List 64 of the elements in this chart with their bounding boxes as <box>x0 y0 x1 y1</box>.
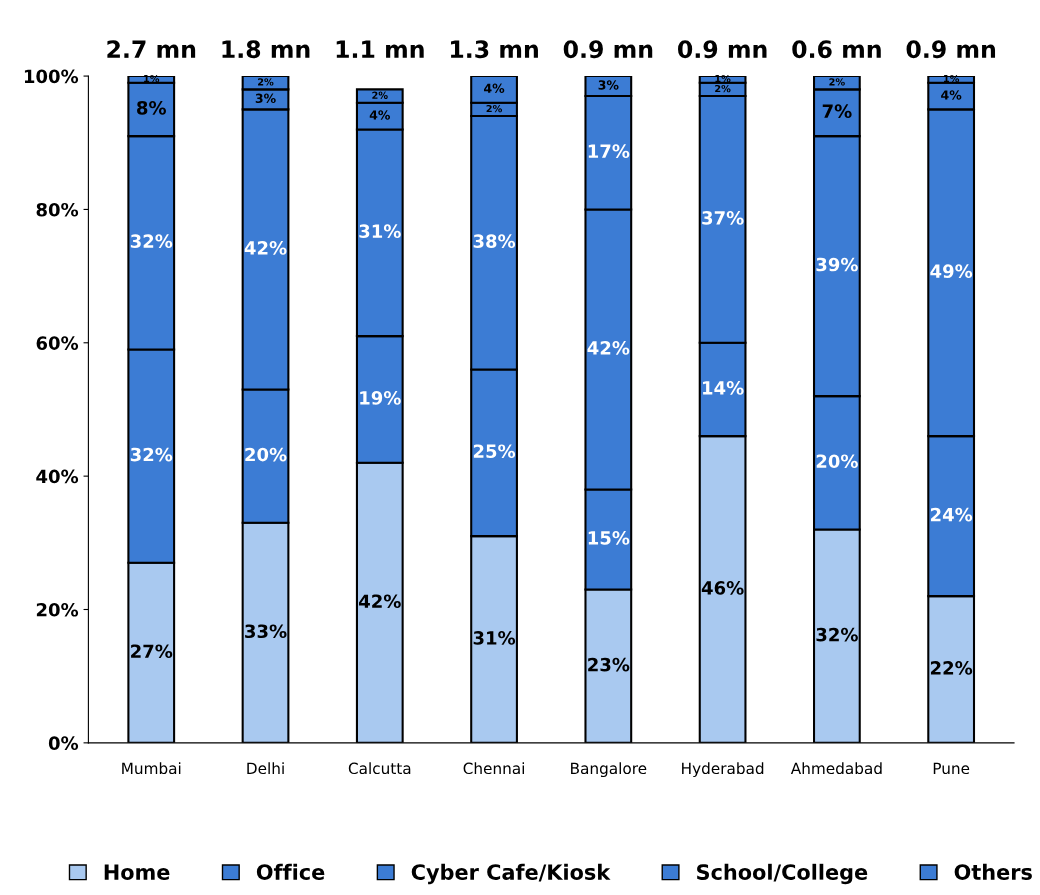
data-label: 8% <box>137 101 166 115</box>
data-label: 15% <box>588 531 630 545</box>
y-tick-label: 0% <box>48 736 79 750</box>
data-label: 32% <box>816 627 858 642</box>
legend-label: Others <box>954 863 1032 880</box>
text: 1.1 mn <box>336 40 424 58</box>
text: 0.9 mn <box>563 40 653 59</box>
data-label: 2% <box>372 91 388 99</box>
x-tick-label: Chennai <box>463 762 524 775</box>
x-tick-label: Calcutta <box>348 762 411 775</box>
y-tick-label: 100% <box>24 69 79 84</box>
data-label: 23% <box>588 657 630 672</box>
legend-label: School/College <box>697 863 868 885</box>
data-label: 14% <box>703 381 744 395</box>
data-label: 7% <box>822 104 852 118</box>
y-tick-label: 40% <box>36 469 79 484</box>
text: 1.8 mn <box>222 40 310 59</box>
data-label: 39% <box>816 257 858 272</box>
x-tick-label: Bangalore <box>571 762 647 778</box>
data-label: 20% <box>245 447 287 462</box>
text: 2.7 mn <box>107 40 196 58</box>
data-label: 4% <box>369 110 391 120</box>
data-label: 25% <box>473 444 516 459</box>
text: 0.9 mn <box>906 40 996 59</box>
data-label: 3% <box>598 80 619 90</box>
data-label: 3% <box>255 93 276 104</box>
legend-label: Office <box>256 863 325 880</box>
data-label: 2% <box>258 78 274 86</box>
x-tick-label: Delhi <box>247 762 284 775</box>
data-label: 42% <box>587 341 630 355</box>
data-label: 46% <box>701 581 744 595</box>
x-tick-label: Mumbai <box>122 762 181 775</box>
data-label: 19% <box>360 391 401 405</box>
data-label: 4% <box>941 90 962 100</box>
data-label: 22% <box>930 661 973 675</box>
data-label: 31% <box>359 224 401 239</box>
data-label: 49% <box>930 264 973 279</box>
legend-label: Home <box>104 864 170 880</box>
y-tick-label: 60% <box>36 336 79 350</box>
data-label: 42% <box>359 594 401 609</box>
x-tick-label: Ahmedabad <box>790 762 882 775</box>
x-tick-label: Hyderabad <box>682 762 764 778</box>
text: 0.6 mn <box>792 40 881 59</box>
data-label: 2% <box>486 104 503 113</box>
data-label: 2% <box>829 78 845 86</box>
data-label: 20% <box>816 454 858 469</box>
legend-label: Cyber Cafe/Kiosk <box>411 863 611 885</box>
y-tick-label: 80% <box>36 202 79 217</box>
data-label: 4% <box>484 83 505 94</box>
text: 0.9 mn <box>678 40 767 59</box>
data-label: 38% <box>473 234 516 249</box>
data-label: 33% <box>245 624 287 639</box>
x-tick-label: Pune <box>933 762 970 775</box>
data-label: 32% <box>130 234 173 249</box>
data-label: 37% <box>702 211 744 225</box>
data-label: 31% <box>473 631 516 645</box>
data-label: 17% <box>588 144 630 158</box>
data-label: 42% <box>244 241 287 255</box>
text: 1.3 mn <box>451 40 538 59</box>
data-label: 32% <box>130 447 173 462</box>
data-label: 2% <box>715 84 731 93</box>
data-label: 24% <box>930 507 973 522</box>
data-label: 27% <box>131 644 173 659</box>
y-tick-label: 20% <box>36 602 79 617</box>
